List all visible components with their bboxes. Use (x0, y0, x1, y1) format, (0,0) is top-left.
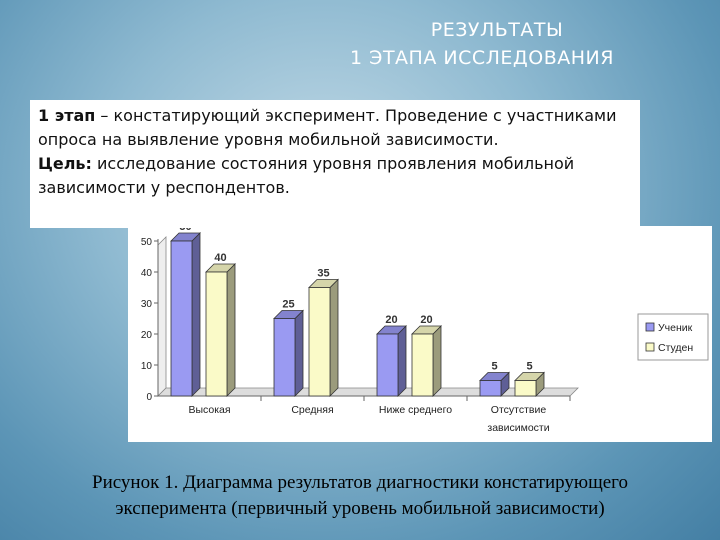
bar (308, 287, 331, 397)
bar (205, 271, 228, 397)
bar (514, 380, 537, 397)
bar (376, 333, 399, 397)
caption-line-1: Рисунок 1. Диаграмма результатов диагнос… (92, 472, 628, 493)
data-label: 5 (491, 361, 497, 373)
y-tick-label: 20 (141, 330, 153, 341)
data-label: 20 (420, 314, 432, 326)
y-tick-label: 10 (141, 361, 153, 372)
bar-side (226, 263, 236, 397)
figure-caption: Рисунок 1. Диаграмма результатов диагнос… (0, 470, 720, 522)
bar (411, 333, 434, 397)
legend-swatch (645, 322, 655, 332)
stage-text: – констатирующий эксперимент. Проведение… (38, 106, 617, 149)
data-label: 35 (317, 268, 329, 280)
y-tick-label: 40 (141, 268, 153, 279)
legend-label: Ученик (658, 322, 693, 334)
x-tick-label: Ниже среднего (379, 404, 452, 416)
x-tick-label: Отсутствие (491, 404, 547, 416)
data-label: 20 (385, 314, 397, 326)
bar (273, 318, 296, 397)
bar-side (191, 232, 201, 397)
bar-side (294, 309, 304, 397)
legend-label: Студен (658, 342, 693, 354)
bar (170, 240, 193, 397)
legend-swatch (645, 342, 655, 352)
description-box: 1 этап – констатирующий эксперимент. Про… (30, 100, 640, 228)
legend-box (637, 313, 709, 361)
title-line-1: РЕЗУЛЬТАТЫ (430, 19, 564, 41)
slide-title: РЕЗУЛЬТАТЫ 1 ЭТАПА ИССЛЕДОВАНИЯ (272, 16, 692, 72)
goal-label: Цель: (38, 154, 92, 173)
data-label: 25 (282, 299, 294, 311)
bar (479, 380, 502, 397)
y-tick-label: 50 (141, 237, 153, 248)
x-tick-label: зависимости (487, 422, 549, 434)
bar-side (432, 325, 442, 397)
title-line-2: 1 ЭТАПА ИССЛЕДОВАНИЯ (350, 47, 614, 69)
chart-side-wall (157, 236, 167, 397)
stage-label: 1 этап (38, 106, 96, 125)
bar-side (329, 278, 339, 397)
x-tick-label: Высокая (188, 404, 230, 416)
y-tick-label: 30 (141, 299, 153, 310)
bar-chart: 01020304050Высокая5040Средняя2535Ниже ср… (140, 221, 709, 434)
y-tick-label: 0 (146, 392, 152, 403)
x-tick-label: Средняя (291, 404, 333, 416)
goal-text: исследование состояния уровня проявления… (38, 154, 575, 197)
bar-side (397, 325, 407, 397)
caption-line-2: эксперимента (первичный уровень мобильно… (115, 498, 605, 519)
data-label: 5 (526, 361, 532, 373)
data-label: 40 (214, 252, 226, 264)
